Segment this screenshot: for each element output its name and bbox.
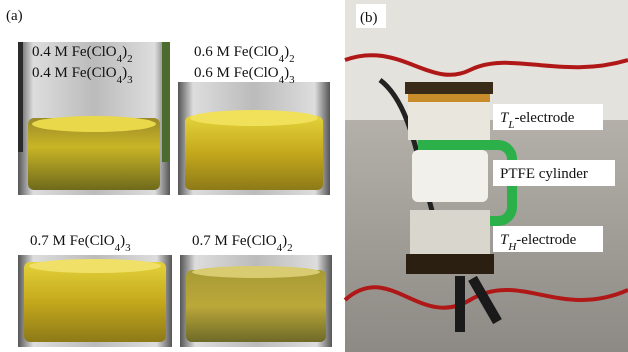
text-part: )	[284, 44, 289, 60]
text-part: )	[284, 65, 289, 81]
text-part: 3	[289, 74, 295, 86]
text-part: 0.6 M Fe(ClO	[194, 44, 279, 60]
text-part: 3	[127, 74, 133, 86]
text-part: )	[122, 44, 127, 60]
caption: 0.6 M Fe(ClO4)2	[194, 44, 295, 65]
text-part: -electrode	[514, 110, 574, 126]
annotation: TL-electrode	[500, 110, 575, 131]
text-part: H	[507, 241, 517, 253]
photo-b	[343, 0, 628, 352]
caption: 0.4 M Fe(ClO4)3	[32, 65, 133, 86]
text-part: 4	[277, 242, 283, 254]
caption: 0.4 M Fe(ClO4)2	[32, 44, 133, 65]
text-part: -electrode	[516, 232, 576, 248]
text-part: T	[500, 232, 510, 248]
caption: 0.7 M Fe(ClO4)2	[192, 233, 293, 254]
text-part: )	[120, 233, 125, 249]
text-part: PTFE cylinder	[500, 166, 588, 182]
annotation: TH-electrode	[500, 232, 577, 253]
text-part: L	[507, 119, 514, 131]
text-part: 0.4 M Fe(ClO	[32, 65, 117, 81]
panel-label: (b)	[360, 10, 378, 26]
photo-a1	[18, 42, 170, 195]
text-part: 4	[117, 53, 123, 65]
photo-a2	[178, 82, 330, 195]
text-part: 0.7 M Fe(ClO	[30, 233, 115, 249]
text-part: 0.7 M Fe(ClO	[192, 233, 277, 249]
text-part: )	[282, 233, 287, 249]
text-part: 2	[287, 242, 293, 254]
text-part: )	[122, 65, 127, 81]
caption: 0.6 M Fe(ClO4)3	[194, 65, 295, 86]
text-part: T	[500, 110, 510, 126]
photo-a4	[180, 255, 332, 347]
text-part: 2	[289, 53, 295, 65]
text-part: 4	[279, 74, 285, 86]
text-part: 3	[125, 242, 131, 254]
text-part: 4	[117, 74, 123, 86]
text-part: 2	[127, 53, 133, 65]
text-part: 0.6 M Fe(ClO	[194, 65, 279, 81]
photo-a3	[18, 255, 172, 347]
annotation: PTFE cylinder	[500, 166, 588, 182]
text-part: 4	[279, 53, 285, 65]
text-part: 0.4 M Fe(ClO	[32, 44, 117, 60]
text-part: 4	[115, 242, 121, 254]
caption: 0.7 M Fe(ClO4)3	[30, 233, 131, 254]
panel-label: (a)	[6, 8, 23, 24]
